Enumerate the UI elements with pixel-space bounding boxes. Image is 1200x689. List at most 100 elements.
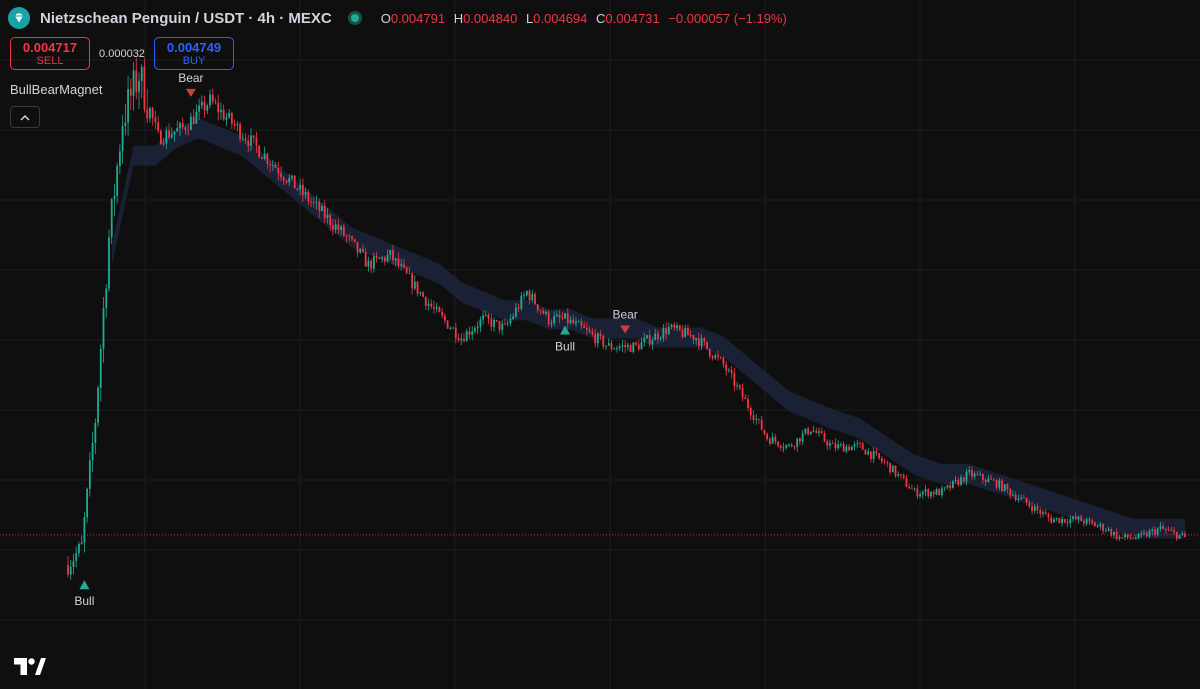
candle <box>790 442 793 448</box>
candle <box>785 444 788 450</box>
candle <box>741 383 744 402</box>
candle <box>1115 528 1118 541</box>
candle <box>1001 478 1003 492</box>
candle <box>859 441 861 448</box>
candle <box>777 441 779 448</box>
candle <box>75 546 78 568</box>
candle <box>129 78 132 111</box>
candle <box>94 418 97 454</box>
candle <box>605 345 607 350</box>
candle <box>403 258 405 269</box>
buy-label: BUY <box>182 54 206 67</box>
candle <box>624 340 627 353</box>
candle <box>943 487 946 492</box>
candle <box>749 405 752 421</box>
candle <box>818 427 820 437</box>
collapse-indicators-button[interactable] <box>10 106 40 128</box>
candle <box>1099 522 1102 530</box>
candle <box>392 244 394 265</box>
candle <box>539 309 542 315</box>
candle <box>315 195 318 210</box>
candle <box>594 329 596 348</box>
candle <box>853 441 856 451</box>
candle <box>763 429 766 436</box>
candle <box>127 75 129 136</box>
high-value: 0.004840 <box>463 10 518 26</box>
candle <box>591 328 594 337</box>
candle <box>760 416 763 431</box>
candle <box>722 355 725 368</box>
candle <box>383 256 386 266</box>
candle <box>250 128 252 152</box>
candle <box>490 313 493 331</box>
candle <box>640 337 643 350</box>
candle <box>815 427 818 434</box>
candle <box>520 291 523 311</box>
market-status-icon[interactable] <box>347 11 362 25</box>
candle <box>894 465 897 478</box>
candle <box>643 332 646 347</box>
candle <box>351 235 353 242</box>
candle <box>618 343 621 351</box>
candle <box>424 296 427 310</box>
candle <box>266 152 269 170</box>
candle <box>364 247 367 267</box>
candle <box>110 198 113 244</box>
candle <box>495 319 498 323</box>
candle <box>386 249 389 263</box>
candle <box>427 298 430 311</box>
symbol-title[interactable]: Nietzschean Penguin / USDT · 4h · MEXC <box>40 9 332 27</box>
candle <box>370 258 373 274</box>
bull-arrow-icon <box>560 325 571 335</box>
candle <box>908 483 911 490</box>
candle <box>479 316 482 333</box>
candle <box>504 318 506 326</box>
candle <box>274 161 277 169</box>
candle <box>88 452 91 497</box>
candle <box>528 289 531 305</box>
candle <box>362 244 364 254</box>
candle <box>1039 507 1042 518</box>
candle <box>875 447 878 456</box>
candle <box>695 337 698 346</box>
candle <box>801 430 804 445</box>
sell-button[interactable]: 0.004717 SELL <box>10 37 90 70</box>
candle <box>154 110 157 130</box>
candle <box>78 541 80 557</box>
candle <box>703 336 706 346</box>
buy-button[interactable]: 0.004749 BUY <box>154 37 234 70</box>
candle <box>523 291 525 300</box>
candle <box>261 156 263 159</box>
candle <box>637 340 640 352</box>
candle <box>730 365 733 379</box>
candle <box>572 314 575 325</box>
candle <box>187 123 190 136</box>
candle <box>356 241 359 258</box>
candle <box>252 135 255 144</box>
chevron-up-icon <box>20 114 30 121</box>
candle <box>1055 517 1058 522</box>
candle <box>990 474 992 480</box>
bear-arrow-icon <box>185 88 196 97</box>
candle <box>979 470 982 476</box>
candle <box>397 252 400 269</box>
candle <box>826 439 829 450</box>
candle <box>848 444 850 452</box>
candle <box>1126 534 1129 540</box>
candle <box>555 310 558 317</box>
high-key: H <box>453 10 464 26</box>
candle <box>957 477 960 487</box>
tradingview-logo-icon[interactable] <box>14 658 46 680</box>
indicator-title[interactable]: BullBearMagnet <box>10 82 103 97</box>
candle <box>1063 518 1066 524</box>
candle <box>159 128 162 145</box>
bear-signal-1: Bear <box>178 71 204 97</box>
candle <box>659 336 662 342</box>
candle <box>717 350 719 361</box>
candle <box>632 341 635 354</box>
candle <box>747 395 749 411</box>
candle <box>151 106 154 126</box>
sell-label: SELL <box>36 54 64 67</box>
candle <box>1173 527 1175 535</box>
